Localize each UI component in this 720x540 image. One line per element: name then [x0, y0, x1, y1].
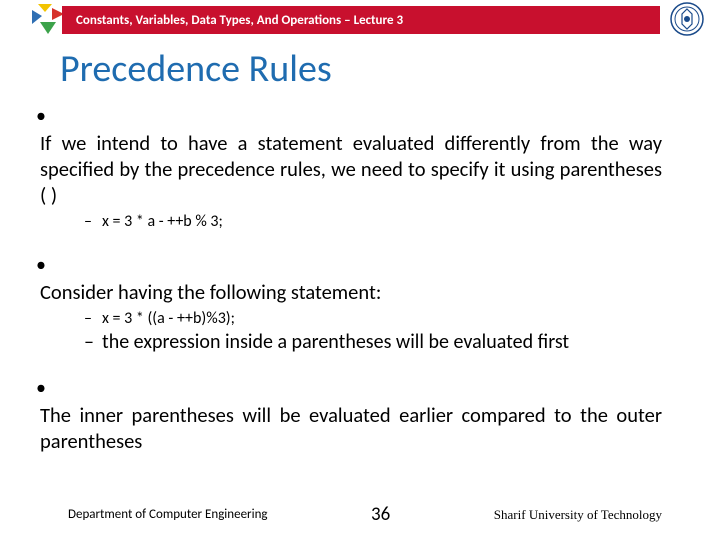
content-area: If we intend to have a statement evaluat… [0, 104, 720, 454]
footer-department: Department of Computer Engineering [68, 507, 268, 522]
slide-title: Precedence Rules [60, 46, 720, 92]
slide-number: 36 [371, 503, 390, 526]
sub-item: x = 3 * ((a - ++b)%3); [84, 309, 684, 328]
bullet-text: The inner parentheses will be evaluated … [40, 402, 662, 454]
sub-item: x = 3 * a - ++b % 3; [84, 212, 684, 231]
footer-university: Sharif University of Technology [494, 507, 662, 523]
banner-text: Constants, Variables, Data Types, And Op… [76, 13, 403, 28]
bullet-text: Consider having the following statement: [40, 279, 662, 305]
sub-item: the expression inside a parentheses will… [84, 330, 684, 354]
header-bar: Constants, Variables, Data Types, And Op… [0, 0, 720, 38]
logo-right-icon [670, 2, 704, 36]
footer: Department of Computer Engineering 36 Sh… [0, 503, 720, 526]
bullet-list: If we intend to have a statement evaluat… [40, 104, 684, 454]
bullet-item: The inner parentheses will be evaluated … [40, 376, 684, 454]
bullet-text: If we intend to have a statement evaluat… [40, 130, 662, 208]
header-banner: Constants, Variables, Data Types, And Op… [62, 6, 660, 34]
bullet-item: If we intend to have a statement evaluat… [40, 104, 684, 231]
sub-list: x = 3 * a - ++b % 3; [84, 212, 684, 231]
bullet-item: Consider having the following statement:… [40, 253, 684, 354]
sub-list: x = 3 * ((a - ++b)%3); the expression in… [84, 309, 684, 354]
